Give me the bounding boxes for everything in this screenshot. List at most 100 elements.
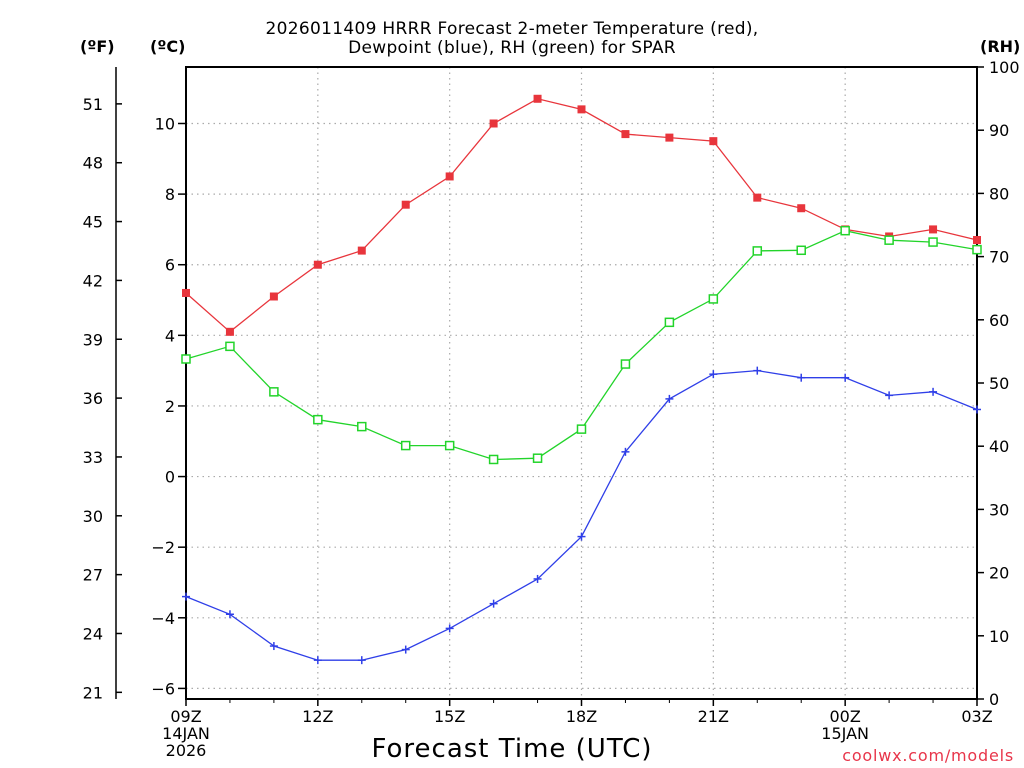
rh-tick-label: 90 [989,121,1009,140]
rh-point [620,359,631,369]
rh-point [708,294,719,304]
dewpoint-point [709,370,718,379]
temperature-point [973,236,981,245]
dewpoint-point [445,624,454,633]
chart-title-line-1: 2026011409 HRRR Forecast 2-meter Tempera… [265,19,759,39]
temperature-point [709,137,718,146]
x-tick-label: 12Z [302,707,333,726]
fahrenheit-tick-label: 39 [83,330,103,349]
x-tick-label: 15JAN [821,724,869,743]
fahrenheit-tick-label: 48 [83,154,103,173]
rh-point [796,245,806,256]
dewpoint-point [401,645,410,654]
rh-tick-label: 80 [989,184,1009,203]
temperature-point [225,327,234,336]
rh-tick-label: 40 [989,437,1009,456]
celsius-tick-label: −6 [151,679,175,698]
x-tick-label: 14JAN [162,724,210,743]
chart-title-line-2: Dewpoint (blue), RH (green) for SPAR [348,38,676,58]
rh-point [181,354,191,364]
celsius-tick-label: 4 [165,326,175,345]
celsius-tick-label: 2 [165,397,175,416]
rh-point [357,421,367,432]
dewpoint-point [577,532,586,541]
dewpoint-point [269,642,278,651]
temperature-point [577,105,586,114]
temperature-point [182,288,190,297]
fahrenheit-unit-label: (ºF) [80,37,115,56]
temperature-point [665,133,674,142]
celsius-tick-label: −4 [151,609,175,628]
x-tick-label: 2026 [166,741,207,760]
rh-tick-label: 70 [989,248,1009,267]
credit-link[interactable]: coolwx.com/models [842,746,1014,765]
dewpoint-point [929,387,938,396]
temperature-point [797,204,806,213]
rh-tick-label: 50 [989,374,1009,393]
celsius-unit-label: (ºC) [150,37,186,56]
tick-labels: −6−4−20246810212427303336394245485101020… [83,58,1020,760]
temperature-point [313,260,322,269]
x-tick-label: 00Z [830,707,861,726]
data-series [181,94,982,665]
fahrenheit-tick-label: 51 [83,95,103,114]
fahrenheit-tick-label: 33 [83,448,103,467]
dewpoint-point [885,391,894,400]
dewpoint-point [665,394,674,403]
dewpoint-point [621,447,630,456]
x-axis-label: Forecast Time (UTC) [371,734,653,764]
temperature-point [489,119,498,128]
x-tick-label: 03Z [961,707,992,726]
rh-tick-label: 10 [989,627,1009,646]
rh-point [444,440,455,451]
rh-point [488,454,499,465]
rh-tick-label: 60 [989,311,1009,330]
grid-lines [186,67,977,699]
rh-point [840,225,850,236]
rh-point [752,246,763,256]
x-tick-label: 18Z [566,707,597,726]
rh-point [576,424,587,434]
temperature-point [401,200,410,209]
celsius-tick-label: 8 [165,185,175,204]
rh-tick-label: 20 [989,564,1009,583]
fahrenheit-tick-label: 24 [83,624,103,643]
rh-tick-label: 30 [989,500,1009,519]
temperature-point [533,94,542,103]
celsius-tick-label: 10 [155,114,175,133]
temperature-point [445,172,454,181]
celsius-tick-label: −2 [151,538,175,557]
dewpoint-point [225,610,234,619]
rh-unit-label: (RH) [980,37,1021,56]
dewpoint-point [753,366,762,375]
celsius-tick-label: 0 [165,468,175,487]
rh-point [928,237,938,247]
temperature-point [753,193,762,202]
celsius-tick-label: 6 [165,256,175,275]
rh-point [400,440,411,451]
x-tick-label: 21Z [698,707,729,726]
dewpoint-point [357,656,366,665]
fahrenheit-tick-label: 27 [83,566,103,585]
temperature-point [269,292,278,301]
temperature-point [929,225,938,234]
temperature-point [357,246,366,255]
chart-axes [115,66,984,706]
rh-point [972,244,982,255]
dewpoint-point [489,599,498,608]
dewpoint-point [797,373,806,382]
dewpoint-point [313,656,322,665]
rh-point [884,235,894,245]
rh-point [532,453,543,463]
dewpoint-point [533,574,542,583]
rh-point [313,414,323,425]
x-tick-label: 15Z [434,707,465,726]
rh-point [269,387,279,397]
fahrenheit-tick-label: 45 [83,213,103,232]
rh-point [664,317,675,328]
fahrenheit-tick-label: 42 [83,271,103,290]
dewpoint-point [182,592,190,601]
dewpoint-point [841,373,850,382]
rh-point [225,341,235,352]
